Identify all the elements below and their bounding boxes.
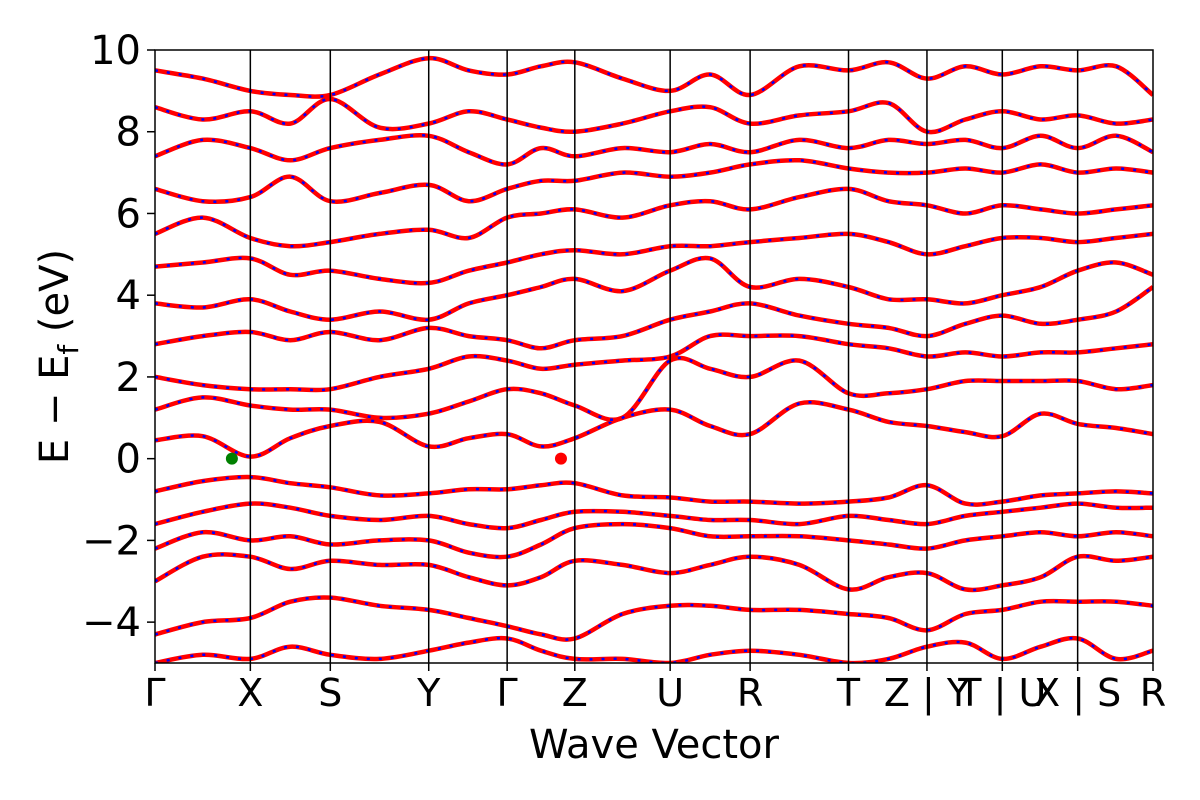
band-series-15 xyxy=(155,55,1153,99)
y-tick-label: −2 xyxy=(82,518,141,564)
k-path-divider-lines xyxy=(249,50,1079,663)
x-tick-label: T | U xyxy=(957,671,1046,716)
band-series-0 xyxy=(155,595,1153,642)
y-axis-ticks: −4 −2 0 2 4 6 8 10 xyxy=(82,28,155,646)
x-tick-label: Γ xyxy=(144,671,165,715)
band-line xyxy=(155,157,1153,204)
x-tick-label: T xyxy=(836,671,861,715)
band-line xyxy=(155,133,1153,167)
band-line-dashed xyxy=(155,596,1153,641)
band-series-2 xyxy=(155,521,1153,560)
x-tick-label: S xyxy=(318,671,342,715)
x-axis-label: Wave Vector xyxy=(529,722,780,768)
x-tick-label: X xyxy=(237,671,263,715)
band-line-dashed xyxy=(155,158,1153,203)
x-tick-label: X | S xyxy=(1034,671,1121,716)
y-axis-label-main: E − E xyxy=(32,355,78,465)
x-tick-label: R xyxy=(1140,671,1166,715)
band-line xyxy=(155,255,1153,322)
x-tick-label: Y xyxy=(416,671,441,715)
y-tick-label: 8 xyxy=(116,110,141,156)
band-extremum-marker xyxy=(554,452,567,465)
y-tick-label: 2 xyxy=(116,355,141,401)
plot-frame xyxy=(154,49,1154,664)
y-axis-label-subscript: f xyxy=(52,344,85,355)
band-series-9 xyxy=(155,255,1153,322)
band-series-13 xyxy=(155,133,1153,167)
band-series-14 xyxy=(155,96,1153,135)
band-lines xyxy=(155,55,1153,663)
band-line xyxy=(155,474,1153,507)
y-tick-label: 10 xyxy=(90,28,141,74)
x-tick-label: Z | Y xyxy=(884,671,971,716)
band-line xyxy=(155,595,1153,642)
band-extremum-marker xyxy=(225,452,238,465)
x-tick-label: Γ xyxy=(497,671,518,715)
band-series-1 xyxy=(155,552,1153,593)
band-series-4 xyxy=(155,474,1153,507)
y-tick-label: 6 xyxy=(116,191,141,237)
x-tick-label: U xyxy=(656,671,684,715)
band-line xyxy=(155,55,1153,99)
band-series-10 xyxy=(155,231,1153,286)
band-series-12 xyxy=(155,157,1153,204)
y-tick-label: 0 xyxy=(116,437,141,483)
band-line xyxy=(155,521,1153,560)
band-line-dashed xyxy=(155,256,1153,321)
band-series-16 xyxy=(155,635,1153,663)
x-tick-label: R xyxy=(737,671,763,715)
x-tick-label: Z xyxy=(562,671,588,715)
extremum-markers xyxy=(225,452,567,465)
y-tick-label: 4 xyxy=(116,273,141,319)
y-axis-label-unit: (eV) xyxy=(32,249,78,345)
band-line xyxy=(155,231,1153,286)
y-axis-label: E − Ef (eV) xyxy=(32,249,85,464)
y-tick-label: −4 xyxy=(82,600,141,646)
